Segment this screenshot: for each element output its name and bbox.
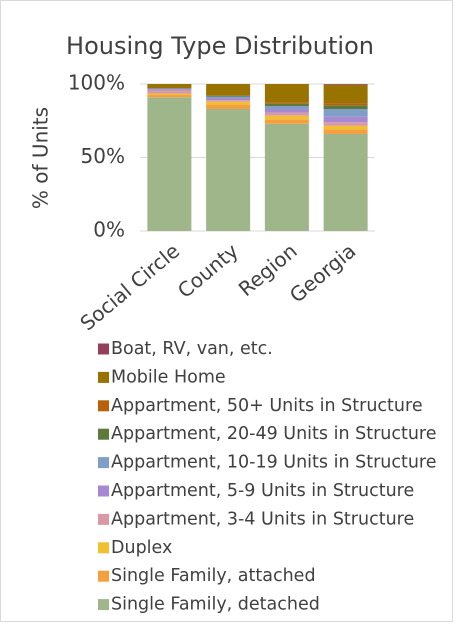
bar-segment: [147, 95, 192, 98]
bar-segment: [206, 100, 251, 102]
legend-label: Boat, RV, van, etc.: [111, 339, 273, 359]
y-axis-label: % of Units: [29, 107, 53, 209]
bar-segment: [264, 106, 309, 109]
bar-segment: [323, 122, 368, 126]
legend-swatch: [98, 542, 109, 554]
bar-segment: [147, 88, 192, 90]
legend-swatch: [98, 570, 109, 582]
bar-segment: [323, 105, 368, 109]
bar-segment: [264, 102, 309, 104]
bar-segment: [206, 108, 251, 231]
legend-swatch: [98, 513, 109, 525]
bar-segment: [147, 89, 192, 91]
bar-segment: [264, 103, 309, 107]
bar-segment: [323, 84, 368, 85]
y-tick-label: 50%: [81, 144, 125, 168]
bar-segment: [206, 97, 251, 101]
bar-segment: [147, 90, 192, 94]
bar-segment: [264, 115, 309, 120]
bar-segment: [206, 96, 251, 98]
bar-segment: [206, 104, 251, 109]
bar-segment: [264, 108, 309, 113]
legend-swatch: [98, 457, 109, 469]
y-tick-label: 100%: [68, 71, 125, 95]
bar-segment: [264, 84, 309, 103]
bar-segment: [323, 129, 368, 134]
bar-segment: [206, 84, 251, 96]
bar-segment: [206, 95, 251, 97]
bar-segment: [323, 133, 368, 231]
bar-segment: [206, 101, 251, 105]
legend-swatch: [98, 599, 109, 611]
legend-label: Mobile Home: [111, 367, 226, 387]
legend-label: Appartment, 20-49 Units in Structure: [111, 424, 437, 444]
legend-label: Appartment, 50+ Units in Structure: [111, 396, 423, 416]
chart-title: Housing Type Distribution: [66, 32, 374, 60]
legend-swatch: [98, 371, 109, 383]
bar-segment: [323, 108, 368, 117]
legend-label: Appartment, 10-19 Units in Structure: [111, 453, 437, 473]
legend-label: Single Family, detached: [111, 595, 320, 615]
y-tick-label: 0%: [93, 218, 125, 242]
legend-label: Appartment, 3-4 Units in Structure: [111, 509, 414, 529]
bar-segment: [147, 84, 192, 89]
bar-segment: [264, 112, 309, 116]
bar-segment: [323, 116, 368, 123]
legend-swatch: [98, 343, 109, 355]
legend-label: Single Family, attached: [111, 566, 316, 586]
legend-swatch: [98, 400, 109, 412]
bar-segment: [323, 125, 368, 130]
legend-label: Duplex: [111, 538, 172, 558]
bar-segment: [147, 97, 192, 231]
legend-swatch: [98, 428, 109, 440]
legend-label: Appartment, 5-9 Units in Structure: [111, 481, 414, 501]
bar-segment: [323, 103, 368, 106]
bar-segment: [264, 123, 309, 231]
legend-swatch: [98, 485, 109, 497]
bar-segment: [147, 93, 192, 96]
bar-segment: [264, 119, 309, 124]
bar-segment: [323, 84, 368, 104]
